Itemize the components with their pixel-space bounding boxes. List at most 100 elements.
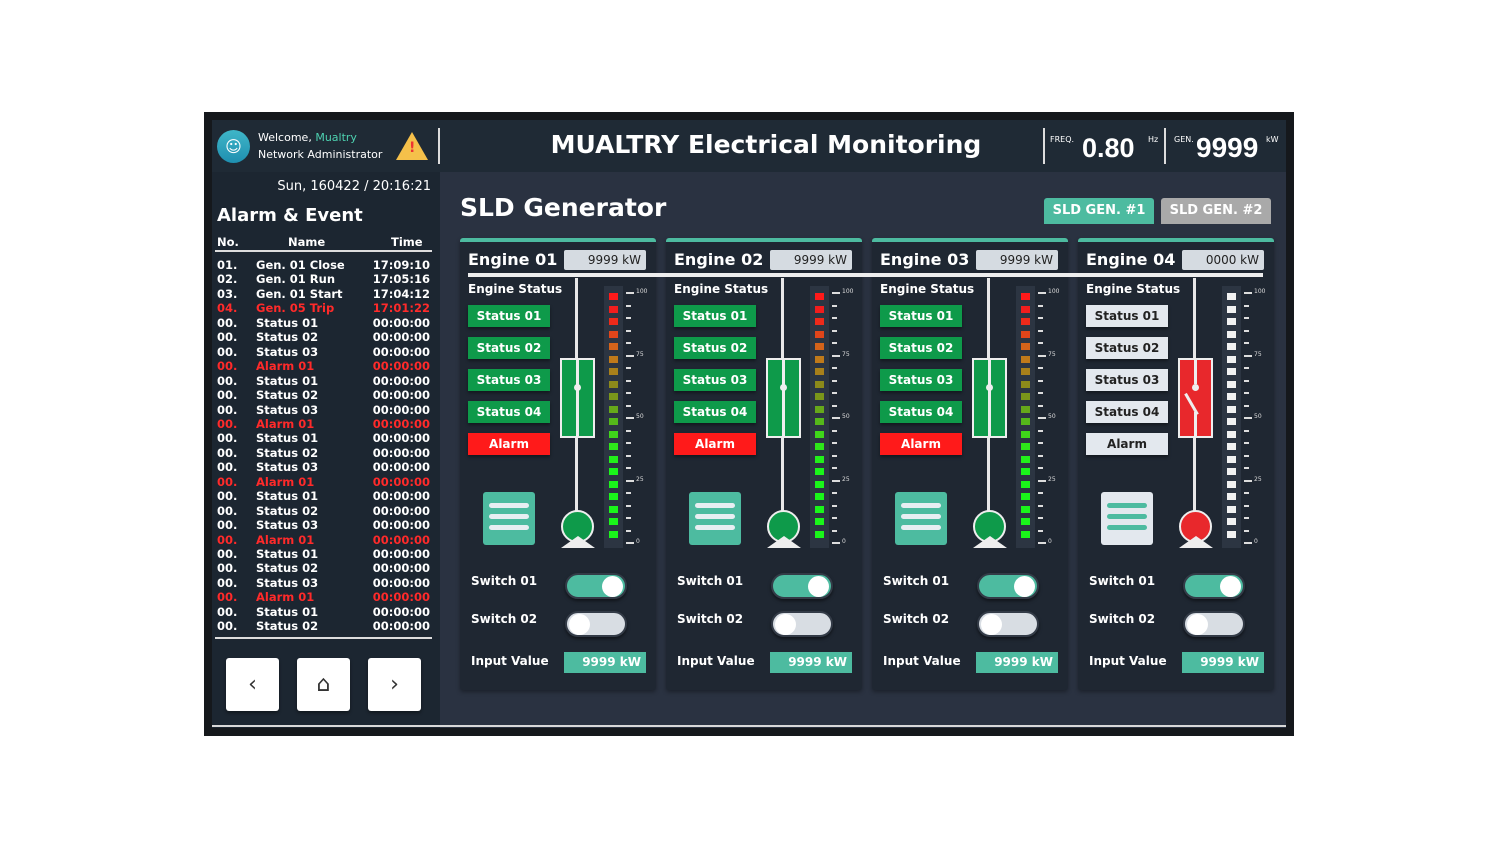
event-row[interactable]: 00. Status 03 00:00:00: [217, 460, 430, 474]
freq-value: 0.80: [1082, 133, 1135, 163]
event-time: 00:00:00: [372, 489, 430, 504]
tab-sld-gen-1[interactable]: SLD GEN. #1: [1044, 198, 1154, 224]
meter-segment: [1021, 405, 1030, 413]
status-indicator: Status 04: [674, 401, 756, 423]
event-row[interactable]: 02. Gen. 01 Run 17:05:16: [217, 272, 430, 286]
switch-01-toggle[interactable]: [771, 573, 833, 599]
meter-tick: [832, 304, 837, 307]
meter-segment: [1021, 355, 1030, 363]
meter-tick: [1244, 542, 1252, 544]
tab-sld-gen-2[interactable]: SLD GEN. #2: [1161, 198, 1271, 224]
input-value-field[interactable]: 9999 kW: [770, 652, 852, 673]
event-row[interactable]: 00. Status 01 00:00:00: [217, 431, 430, 445]
event-row[interactable]: 04. Gen. 05 Trip 17:01:22: [217, 301, 430, 315]
meter-tick: [626, 467, 631, 469]
meter-tick: [1244, 429, 1249, 432]
input-value-field[interactable]: 9999 kW: [564, 652, 646, 673]
toggle-knob: [1187, 614, 1208, 635]
event-row[interactable]: 00. Status 03 00:00:00: [217, 403, 430, 417]
event-time: 17:04:12: [372, 286, 430, 301]
status-indicator: Status 03: [1086, 369, 1168, 391]
event-no: 04.: [217, 301, 238, 316]
event-row[interactable]: 00. Alarm 01 00:00:00: [217, 417, 430, 431]
menu-icon[interactable]: [483, 492, 535, 545]
alarm-indicator: Alarm: [468, 433, 550, 455]
meter-tick: [626, 442, 631, 444]
breaker-open-icon[interactable]: [1178, 358, 1213, 438]
meter-tick: [1244, 367, 1249, 369]
meter-segment: [815, 305, 824, 313]
meter-segment: [609, 468, 618, 475]
event-row[interactable]: 00. Status 02 00:00:00: [217, 330, 430, 344]
event-time: 00:00:00: [372, 619, 430, 634]
meter-tick: [1038, 292, 1046, 294]
home-button[interactable]: ⌂: [297, 658, 350, 711]
breaker-closed-icon[interactable]: [972, 358, 1007, 438]
event-row[interactable]: 00. Status 01 00:00:00: [217, 374, 430, 388]
warning-icon[interactable]: [396, 132, 428, 160]
prev-page-button[interactable]: ‹: [226, 658, 279, 711]
event-time: 17:01:22: [372, 301, 430, 316]
meter-tick: [832, 342, 837, 344]
event-row[interactable]: 03. Gen. 01 Start 17:04:12: [217, 287, 430, 301]
user-avatar-icon[interactable]: ☺: [217, 130, 250, 163]
datetime: Sun, 160422 / 20:16:21: [277, 179, 431, 194]
meter-segment: [1227, 355, 1236, 363]
switch-02-toggle[interactable]: [565, 611, 627, 637]
menu-icon[interactable]: [1101, 492, 1153, 545]
breaker-closed-icon[interactable]: [560, 358, 595, 438]
event-row[interactable]: 00. Status 02 00:00:00: [217, 619, 430, 633]
meter-tick: [1244, 529, 1249, 532]
event-row[interactable]: 00. Status 03 00:00:00: [217, 518, 430, 532]
switch-01-toggle[interactable]: [565, 573, 627, 599]
input-value-field[interactable]: 9999 kW: [976, 652, 1058, 673]
meter-segment: [815, 380, 824, 388]
event-row[interactable]: 00. Status 02 00:00:00: [217, 561, 430, 575]
toggle-knob: [808, 576, 829, 597]
event-row[interactable]: 00. Status 03 00:00:00: [217, 576, 430, 590]
event-row[interactable]: 00. Status 01 00:00:00: [217, 605, 430, 619]
engine-panel: Engine 01 9999 kW Engine Status Status 01…: [460, 238, 656, 690]
event-time: 00:00:00: [372, 431, 430, 446]
meter-segment: [1021, 505, 1030, 513]
meter-tick: [832, 417, 840, 419]
toggle-knob: [569, 614, 590, 635]
meter-tick: [626, 492, 631, 494]
meter-segment: [1227, 318, 1236, 325]
meter-segment: [815, 455, 824, 463]
event-row[interactable]: 00. Alarm 01 00:00:00: [217, 533, 430, 547]
menu-icon[interactable]: [689, 492, 741, 545]
switch-01-toggle[interactable]: [1183, 573, 1245, 599]
switch-02-toggle[interactable]: [1183, 611, 1245, 637]
alarm-indicator: Alarm: [880, 433, 962, 455]
breaker-closed-icon[interactable]: [766, 358, 801, 438]
switch-02-toggle[interactable]: [977, 611, 1039, 637]
meter-segment: [1021, 530, 1030, 538]
event-row[interactable]: 00. Status 01 00:00:00: [217, 489, 430, 503]
event-row[interactable]: 00. Status 01 00:00:00: [217, 547, 430, 561]
event-row[interactable]: 00. Status 02 00:00:00: [217, 446, 430, 460]
event-row[interactable]: 00. Status 02 00:00:00: [217, 388, 430, 402]
engine-power: 9999 kW: [770, 250, 852, 270]
menu-icon[interactable]: [895, 492, 947, 545]
switch-01-toggle[interactable]: [977, 573, 1039, 599]
meter-segment: [815, 430, 824, 438]
input-value-field[interactable]: 9999 kW: [1182, 652, 1264, 673]
event-row[interactable]: 00. Alarm 01 00:00:00: [217, 590, 430, 604]
meter-tick: [626, 379, 631, 382]
switch-02-toggle[interactable]: [771, 611, 833, 637]
event-name: Gen. 01 Run: [256, 272, 336, 287]
event-row[interactable]: 01. Gen. 01 Close 17:09:10: [217, 258, 430, 272]
status-indicator: Status 04: [468, 401, 550, 423]
event-row[interactable]: 00. Status 03 00:00:00: [217, 345, 430, 359]
next-page-button[interactable]: ›: [368, 658, 421, 711]
meter-tick-label: 75: [636, 350, 644, 358]
meter-segment: [1227, 330, 1236, 338]
event-row[interactable]: 00. Status 01 00:00:00: [217, 316, 430, 330]
event-row[interactable]: 00. Alarm 01 00:00:00: [217, 475, 430, 489]
event-row[interactable]: 00. Status 02 00:00:00: [217, 504, 430, 518]
event-row[interactable]: 00. Alarm 01 00:00:00: [217, 359, 430, 373]
meter-tick: [626, 542, 634, 544]
event-name: Status 03: [256, 460, 319, 475]
meter-tick: [832, 367, 837, 369]
